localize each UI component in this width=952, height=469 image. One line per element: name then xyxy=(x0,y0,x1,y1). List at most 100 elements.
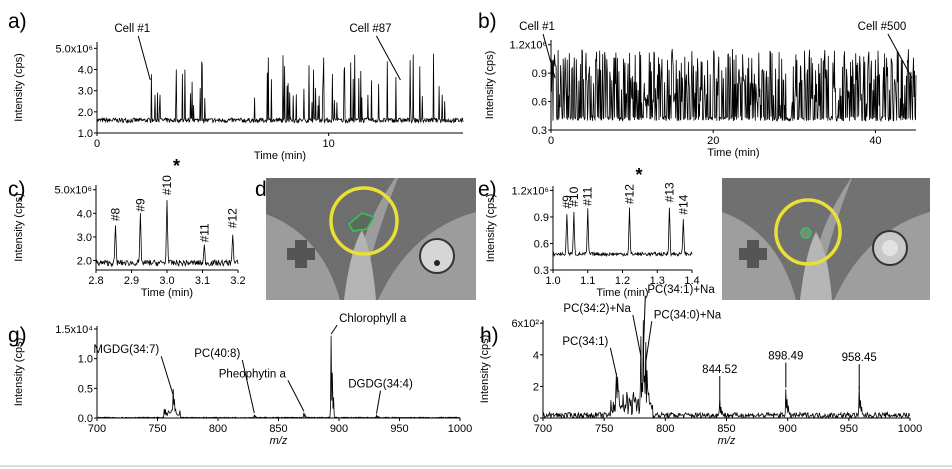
droplet-dot xyxy=(434,260,440,266)
x-tick-label: 750 xyxy=(595,423,613,435)
x-tick-label: 850 xyxy=(269,423,287,435)
y-tick-label: 0.9 xyxy=(532,68,547,80)
x-tick-label: 1.1 xyxy=(580,275,595,287)
peak-annotation: DGDG(34:4) xyxy=(348,379,413,391)
y-tick-label: 0.6 xyxy=(534,238,549,250)
channel-right xyxy=(360,178,476,300)
channel-left xyxy=(722,178,851,300)
peak-label: #13 xyxy=(662,182,676,202)
x-tick-label: 0 xyxy=(94,138,100,150)
peak-annotation: Chlorophyll a xyxy=(339,313,407,325)
x-tick-label: 800 xyxy=(209,423,227,435)
chart-b: 0 20 40 0.3 0.6 0.9 1.2x10⁶ Time (min) Intensity… xyxy=(484,21,917,159)
droplet-dot xyxy=(882,240,898,256)
peak-pointer xyxy=(287,380,305,412)
peak-annotation: 844.52 xyxy=(702,364,737,376)
y-tick-label: 3.0 xyxy=(78,86,93,98)
panel-label-b: b) xyxy=(478,10,497,33)
peak-label: #12 xyxy=(622,184,636,204)
peak-label: #12 xyxy=(226,208,240,228)
cell-annotation: Cell #87 xyxy=(349,23,391,35)
peak-star: * xyxy=(173,156,180,176)
y-axis-label: Intensity (cps) xyxy=(13,193,25,261)
x-axis-label: Time (min) xyxy=(707,147,759,159)
peak-star: * xyxy=(635,165,642,185)
y-tick-label: 0.0 xyxy=(78,413,93,425)
peak-pointer xyxy=(645,321,653,363)
y-tick-label: 2.0 xyxy=(78,107,93,119)
peak-pointer xyxy=(330,324,338,335)
x-tick-label: 700 xyxy=(88,423,106,435)
selection-circle xyxy=(774,198,842,266)
annotation-line xyxy=(887,33,913,79)
x-tick-label: 1.4 xyxy=(684,275,699,287)
x-tick-label: 950 xyxy=(390,423,408,435)
x-tick-label: 1000 xyxy=(448,423,472,435)
peak-label: #14 xyxy=(676,194,690,214)
cell-outline xyxy=(348,212,376,232)
panel-label-a: a) xyxy=(8,10,27,33)
droplet-marker xyxy=(419,238,455,274)
cross-marker xyxy=(747,240,759,268)
peak-label: #9 xyxy=(133,198,147,212)
peak-pointer xyxy=(241,359,255,414)
x-tick-label: 20 xyxy=(707,135,719,147)
cell-annotation: Cell #1 xyxy=(114,23,150,35)
peak-annotation: PC(34:1) xyxy=(562,336,608,348)
peak-pointer xyxy=(632,314,642,357)
y-tick-label: 4.0 xyxy=(78,65,93,77)
micrograph-d xyxy=(266,178,476,300)
channel-core xyxy=(800,232,832,300)
y-tick-label: 2 xyxy=(533,381,539,393)
peak-annotation: 898.49 xyxy=(768,351,803,363)
x-tick-label: 700 xyxy=(534,423,552,435)
y-axis-label: Intensity (cps) xyxy=(13,53,25,121)
panel-label-c: c) xyxy=(8,178,26,201)
y-tick-label: 1.0 xyxy=(78,354,93,366)
y-tick-label: 6x10² xyxy=(511,318,539,330)
x-tick-label: 900 xyxy=(778,423,796,435)
chart-c: 2.8 2.9 3.0 3.1 3.2 2.0 3.0 4.0 5.0x10⁶ Time (min… xyxy=(13,156,246,299)
peak-label: #10 xyxy=(160,175,174,195)
peak-annotation: PC(34:1)+Na xyxy=(647,284,715,296)
x-tick-label: 10 xyxy=(323,138,335,150)
y-tick-label: 1.5x10⁴ xyxy=(55,324,93,336)
x-axis-label: Time (min) xyxy=(596,287,648,299)
x-tick-label: 1.0 xyxy=(545,275,560,287)
channel-core xyxy=(344,230,376,300)
trace-line xyxy=(96,53,464,125)
y-tick-label: 3.0 xyxy=(77,232,92,244)
trace-line xyxy=(542,320,911,420)
channel-right xyxy=(816,178,930,300)
x-axis-label: Time (min) xyxy=(254,150,306,162)
y-axis-label: Intensity (cps) xyxy=(13,338,25,406)
y-tick-label: 5.0x10⁶ xyxy=(55,43,93,55)
x-tick-label: 900 xyxy=(330,423,348,435)
x-axis-label: m/z xyxy=(718,435,736,447)
y-tick-label: 1.0 xyxy=(78,128,93,140)
peak-pointer xyxy=(609,347,617,376)
x-tick-label: 2.9 xyxy=(124,275,139,287)
y-tick-label: 4.0 xyxy=(77,208,92,220)
annotation-line xyxy=(542,33,556,79)
chart-g: 700 750 800 850 900 950 1000 0.0 0.5 1.0 1.5x10⁴ m/… xyxy=(13,313,472,447)
x-tick-label: 3.0 xyxy=(159,275,174,287)
y-axis-label: Intensity (cps) xyxy=(485,194,497,262)
chart-a: 0 10 1.0 2.0 3.0 4.0 5.0x10⁶ Time (min) Intensit… xyxy=(13,23,464,162)
y-tick-label: 4 xyxy=(533,350,539,362)
x-axis-label: Time (min) xyxy=(141,287,193,299)
peak-label: #11 xyxy=(581,186,595,205)
y-tick-label: 2.0 xyxy=(77,256,92,268)
peak-label: #10 xyxy=(567,186,581,206)
peak-pointer xyxy=(376,390,382,414)
peak-pointer xyxy=(160,356,174,396)
cross-marker xyxy=(295,240,307,268)
panel-label-g: g) xyxy=(8,324,27,347)
peak-annotation: Pheophytin a xyxy=(219,368,287,380)
x-tick-label: 950 xyxy=(840,423,858,435)
peak-annotation: 958.45 xyxy=(842,352,877,364)
y-tick-label: 0.9 xyxy=(534,212,549,224)
y-tick-label: 0.5 xyxy=(78,383,93,395)
x-tick-label: 40 xyxy=(869,135,881,147)
